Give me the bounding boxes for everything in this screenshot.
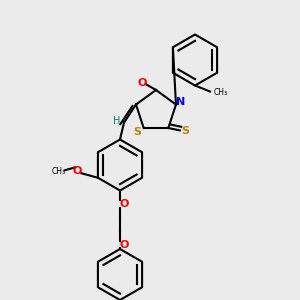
Text: CH₃: CH₃ <box>214 88 228 97</box>
Text: N: N <box>176 97 185 106</box>
Text: H: H <box>113 116 120 126</box>
Text: CH₃: CH₃ <box>52 167 66 176</box>
Text: O: O <box>120 199 129 209</box>
Text: O: O <box>73 166 82 176</box>
Text: S: S <box>181 126 189 136</box>
Text: O: O <box>120 239 129 250</box>
Text: O: O <box>138 77 147 88</box>
Text: S: S <box>134 128 142 137</box>
